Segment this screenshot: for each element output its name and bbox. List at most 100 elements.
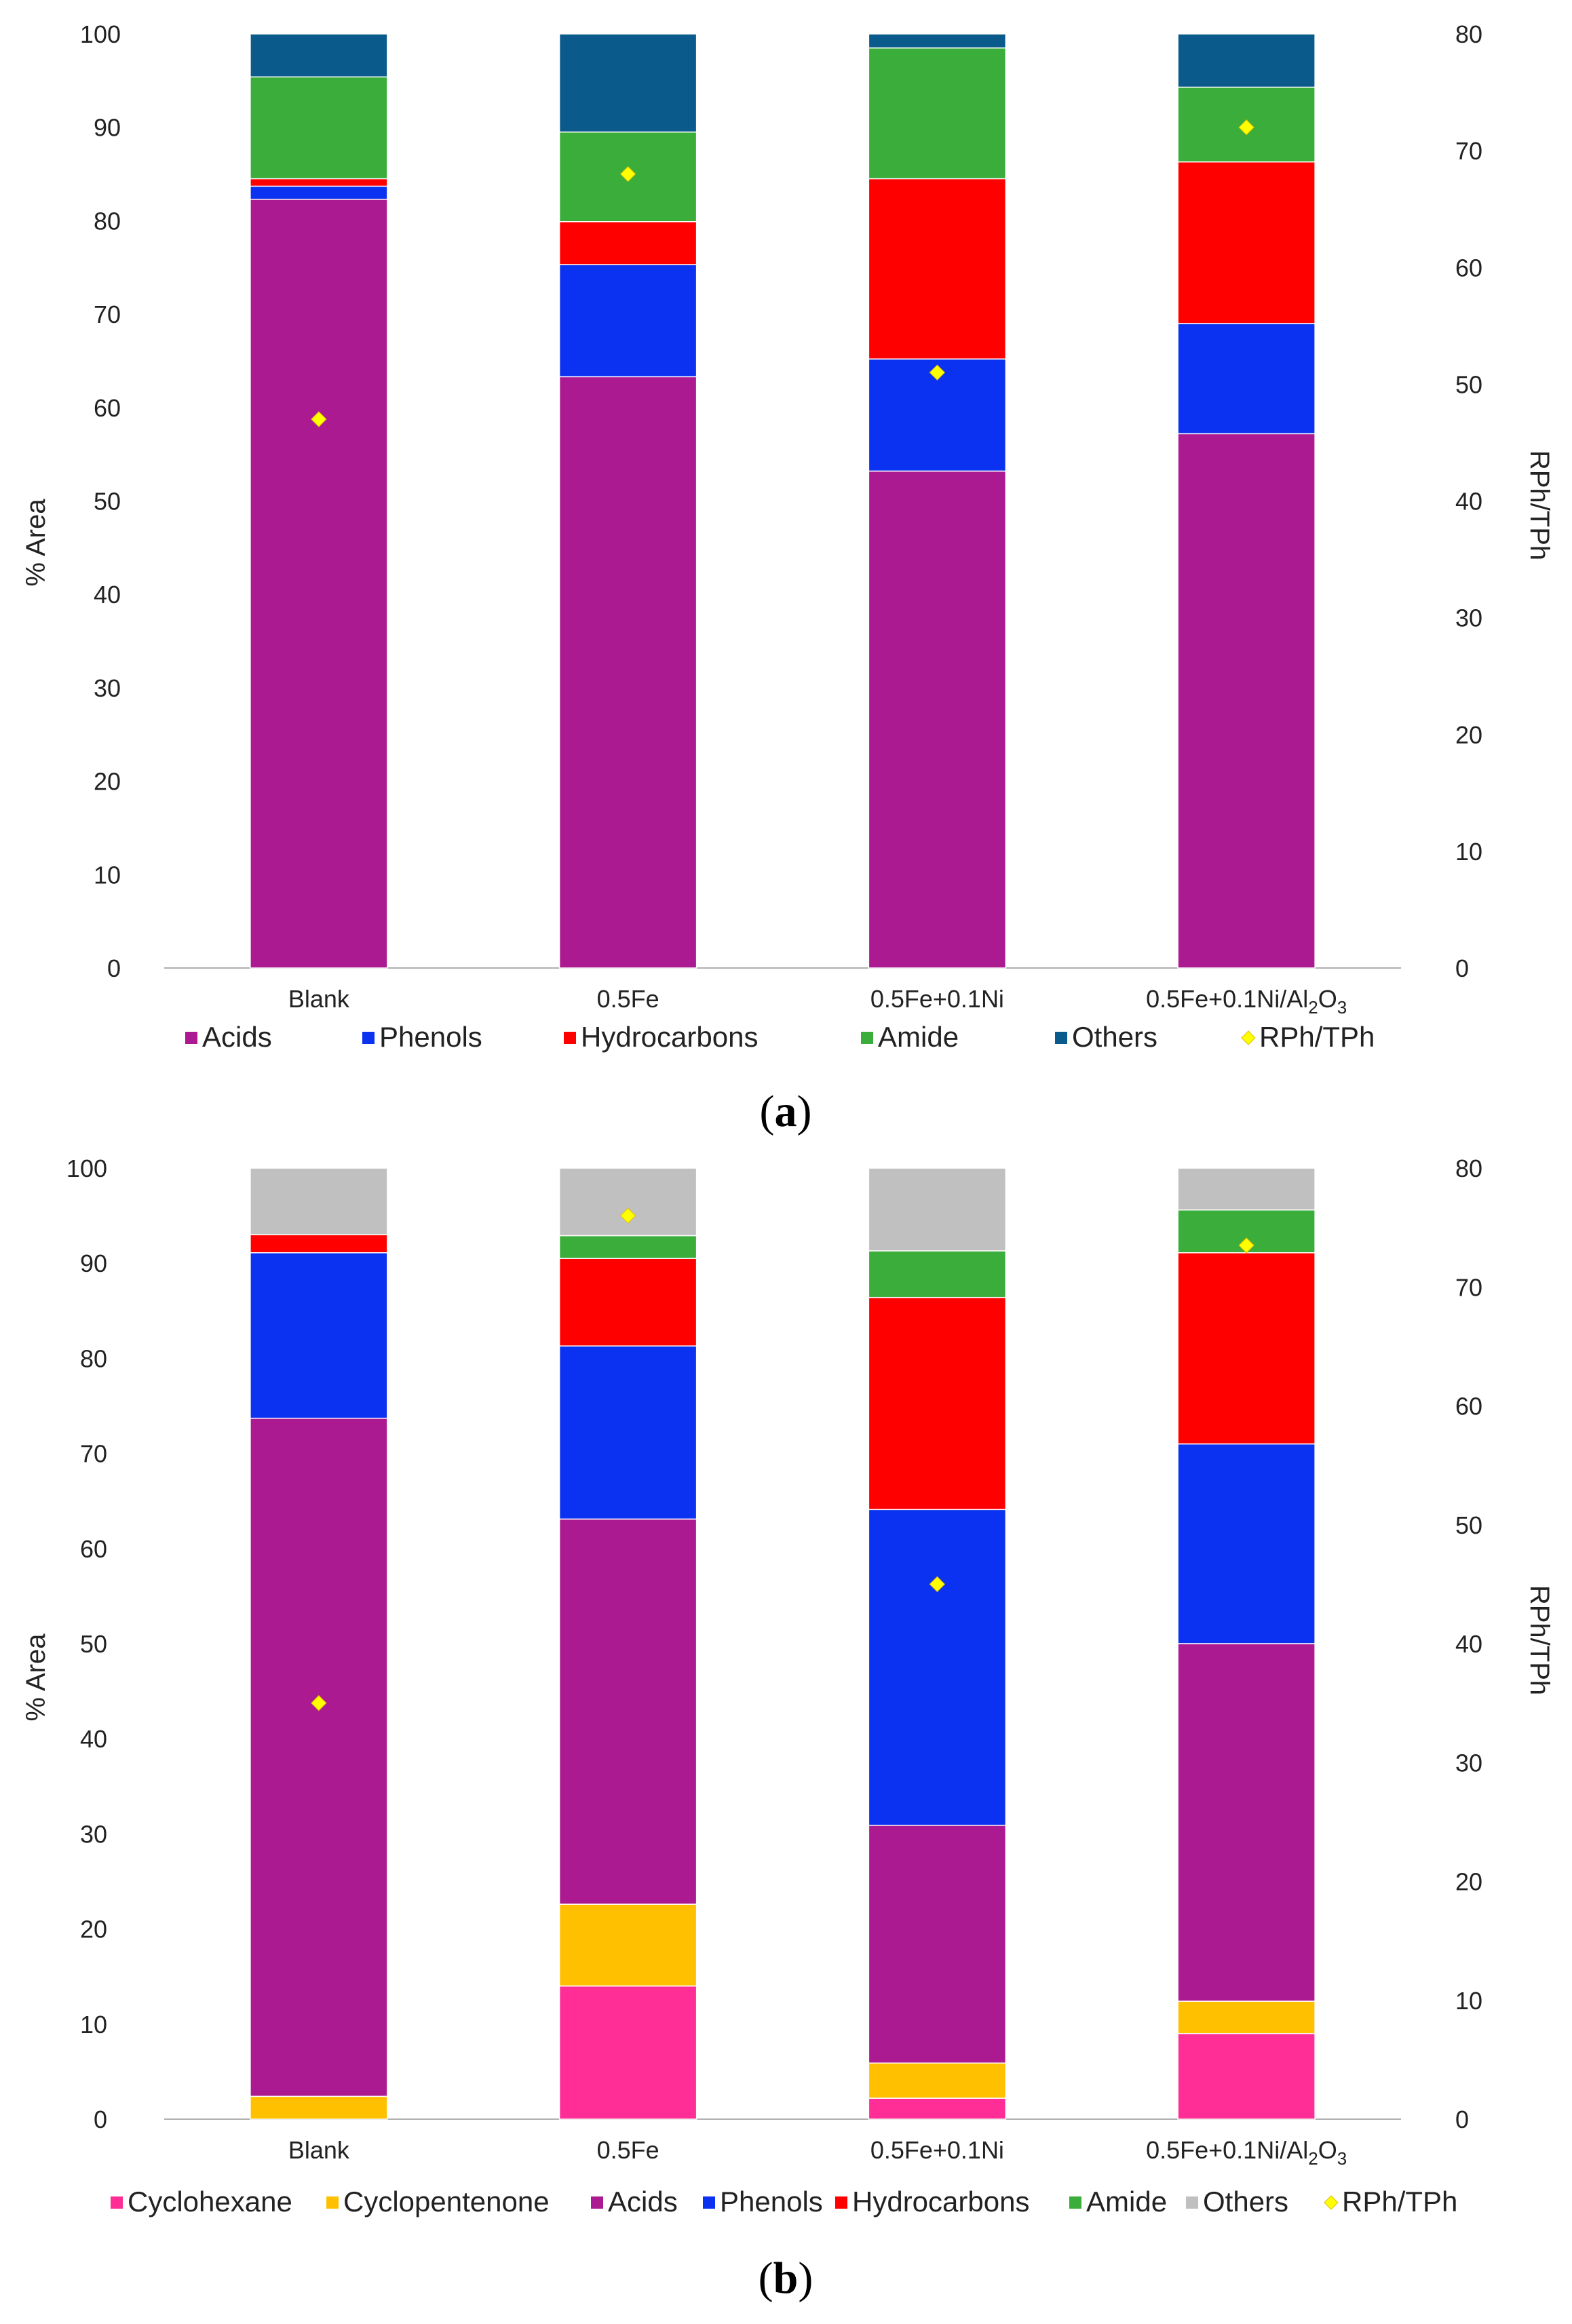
- y2-tick-label: 0: [1455, 2106, 1469, 2133]
- bar-segment-cyclohexane: [558, 1985, 697, 2120]
- bar-segment-amide: [558, 1235, 697, 1259]
- bar-segment-hydrocarbons: [250, 178, 388, 187]
- y2-tick-label: 60: [1455, 1393, 1482, 1420]
- rph-tph-marker: [929, 364, 946, 381]
- y-axis-title: % Area: [21, 1633, 51, 1722]
- bar-segment-hydrocarbons: [558, 221, 697, 265]
- y2-tick-label: 40: [1455, 1630, 1482, 1658]
- legend-label-rph-tph: RPh/TPh: [1342, 2186, 1457, 2218]
- y-tick-label: 70: [94, 301, 121, 328]
- bar-segment-phenols: [1177, 323, 1316, 435]
- bar-segment-acids: [1177, 1643, 1316, 2002]
- legend-label-others: Others: [1072, 1021, 1157, 1053]
- y2-tick-label: 70: [1455, 137, 1482, 165]
- y-tick-label: 0: [107, 954, 121, 982]
- bar-segment-others: [558, 33, 697, 133]
- y-tick-label: 70: [80, 1440, 107, 1468]
- bar-segment-phenols: [558, 1345, 697, 1520]
- legend-label-hydrocarbons: Hydrocarbons: [852, 2186, 1029, 2218]
- x-category-label: 0.5Fe: [597, 985, 659, 1013]
- legend-swatch-phenols: [703, 2196, 715, 2209]
- y2-tick-label: 50: [1455, 1511, 1482, 1539]
- rph-tph-marker: [929, 1576, 946, 1593]
- bar-segment-phenols: [558, 264, 697, 378]
- panel-label: (b): [759, 2253, 813, 2303]
- bar-segment-amide: [868, 1250, 1007, 1298]
- bar-segment-cyclohexane: [868, 2097, 1007, 2120]
- legend-label-phenols: Phenols: [379, 1021, 482, 1053]
- legend-swatch-others: [1055, 1032, 1067, 1044]
- legend-swatch-amide: [861, 1032, 873, 1044]
- y2-tick-label: 50: [1455, 370, 1482, 398]
- bar-segment-acids: [558, 1518, 697, 1905]
- y-tick-label: 50: [94, 488, 121, 516]
- bar-segment-others: [868, 1167, 1007, 1252]
- bar-segment-cyclopentenone: [558, 1903, 697, 1987]
- legend-swatch-amide: [1069, 2196, 1081, 2209]
- y2-tick-label: 20: [1455, 721, 1482, 749]
- bar-segment-hydrocarbons: [558, 1258, 697, 1347]
- y-tick-label: 100: [80, 20, 121, 48]
- y-tick-label: 80: [80, 1344, 107, 1372]
- bar-segment-cyclopentenone: [868, 2062, 1007, 2099]
- x-category-label: 0.5Fe: [597, 2136, 659, 2164]
- legend-swatch-phenols: [362, 1032, 375, 1044]
- legend-label-amide: Amide: [1086, 2186, 1167, 2218]
- bar-segment-amide: [868, 47, 1007, 180]
- legend-label-cyclopentenone: Cyclopentenone: [343, 2186, 550, 2218]
- bar-segment-hydrocarbons: [1177, 161, 1316, 324]
- bar-segment-others: [868, 33, 1007, 49]
- bar-segment-hydrocarbons: [1177, 1252, 1316, 1445]
- y2-tick-label: 60: [1455, 254, 1482, 282]
- y2-tick-label: 40: [1455, 488, 1482, 516]
- legend-swatch-hydrocarbons: [564, 1032, 576, 1044]
- y-tick-label: 30: [80, 1820, 107, 1848]
- rph-tph-marker: [311, 1694, 327, 1711]
- y-tick-label: 30: [94, 674, 121, 702]
- bar-segment-acids: [558, 376, 697, 969]
- x-category-label: 0.5Fe+0.1Ni: [870, 985, 1004, 1013]
- legend-swatch-acids: [591, 2196, 603, 2209]
- bar-segment-acids: [250, 198, 388, 969]
- legend-label-amide: Amide: [878, 1021, 959, 1053]
- y2-tick-label: 70: [1455, 1273, 1482, 1301]
- bar-segment-others: [250, 1167, 388, 1235]
- y-tick-label: 90: [94, 114, 121, 142]
- bar-segment-phenols: [868, 1509, 1007, 1826]
- legend-label-hydrocarbons: Hydrocarbons: [581, 1021, 758, 1053]
- bar-segment-acids: [868, 1825, 1007, 2064]
- y2-tick-label: 0: [1455, 954, 1469, 982]
- y-axis-title: % Area: [21, 499, 51, 587]
- bar-segment-hydrocarbons: [868, 178, 1007, 360]
- y2-tick-label: 10: [1455, 1987, 1482, 2015]
- x-category-label: Blank: [288, 985, 350, 1013]
- y-tick-label: 80: [94, 207, 121, 235]
- legend-swatch-cyclopentenone: [326, 2196, 339, 2209]
- bar-segment-cyclohexane: [1177, 2033, 1316, 2120]
- rph-tph-marker: [311, 411, 327, 427]
- bar-segment-others: [1177, 33, 1316, 88]
- y2-axis-title: RPh/TPh: [1525, 1585, 1554, 1695]
- x-category-label: 0.5Fe+0.1Ni/Al2O3: [1146, 2136, 1347, 2169]
- bar-segment-phenols: [250, 1252, 388, 1419]
- chart-a: 0 10 20 30 40 50 60 70 80 90 100 0 10 20 30 40 50 60 70 80%…: [21, 20, 1554, 1136]
- y-tick-label: 90: [80, 1250, 107, 1277]
- legend-label-rph-tph: RPh/TPh: [1259, 1021, 1375, 1053]
- bar-segment-others: [1177, 1167, 1316, 1211]
- bar-segment-others: [250, 33, 388, 78]
- y-tick-label: 40: [94, 581, 121, 608]
- chart-b: 0 10 20 30 40 50 60 70 80 90 100 0 10 20 30 40 50 60 70 80%…: [21, 1155, 1554, 2303]
- y2-tick-label: 80: [1455, 20, 1482, 48]
- bar-segment-phenols: [1177, 1443, 1316, 1644]
- legend-swatch-rph-tph: [1324, 2195, 1339, 2210]
- rph-tph-marker: [619, 166, 636, 182]
- legend-swatch-hydrocarbons: [835, 2196, 847, 2209]
- y-tick-label: 100: [66, 1155, 107, 1182]
- y-tick-label: 60: [80, 1535, 107, 1563]
- panel-label: (a): [760, 1087, 812, 1136]
- y-tick-label: 20: [94, 768, 121, 796]
- bar-segment-cyclopentenone: [1177, 2000, 1316, 2034]
- legend-label-others: Others: [1203, 2186, 1288, 2218]
- x-category-label: 0.5Fe+0.1Ni: [870, 2136, 1004, 2164]
